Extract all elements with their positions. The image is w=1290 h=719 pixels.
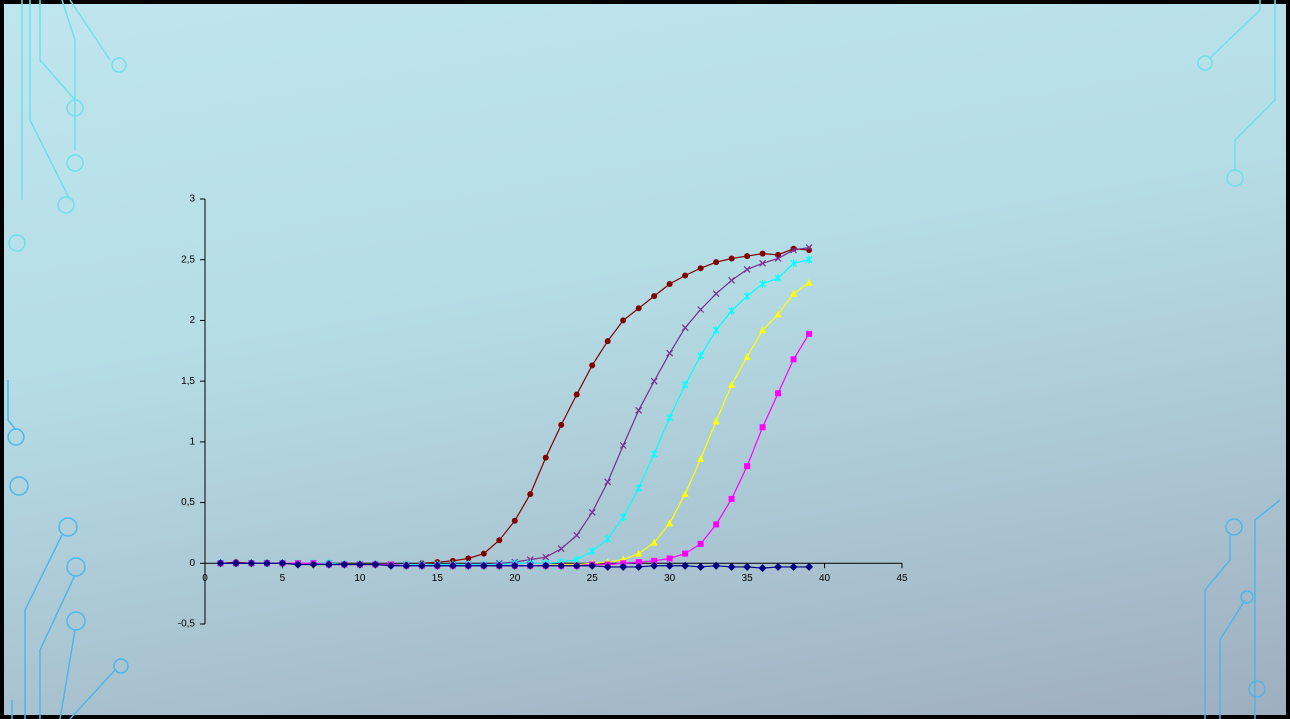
y-tick-label: 2,5: [181, 254, 195, 265]
x-tick-label: 40: [819, 573, 831, 584]
marker: [636, 484, 642, 492]
marker: [620, 443, 626, 449]
marker: [698, 541, 704, 547]
marker: [481, 551, 487, 557]
marker: [698, 352, 704, 360]
x-tick-label: 25: [587, 573, 599, 584]
marker: [790, 563, 798, 571]
marker: [682, 381, 688, 389]
y-tick-label: 0,5: [181, 497, 195, 508]
marker: [589, 509, 595, 515]
marker: [589, 547, 595, 555]
marker: [744, 266, 750, 272]
y-tick-label: 2: [189, 315, 195, 326]
marker: [651, 293, 657, 299]
marker: [729, 496, 735, 502]
marker: [605, 479, 611, 485]
marker: [667, 350, 673, 356]
marker: [760, 424, 766, 430]
marker: [744, 253, 750, 259]
marker: [666, 519, 673, 526]
y-tick-label: -0,5: [178, 619, 196, 630]
marker: [713, 326, 719, 334]
marker: [667, 555, 673, 561]
marker: [682, 325, 688, 331]
marker: [698, 307, 704, 313]
marker: [682, 551, 688, 557]
marker: [760, 260, 766, 266]
marker: [760, 280, 766, 288]
marker: [651, 378, 657, 384]
y-tick-label: 1,5: [181, 376, 195, 387]
marker: [558, 546, 564, 552]
x-tick-label: 30: [664, 573, 676, 584]
marker: [574, 532, 580, 538]
marker: [805, 563, 813, 571]
marker: [667, 414, 673, 422]
marker: [713, 417, 720, 424]
marker: [713, 259, 719, 265]
marker: [697, 563, 705, 571]
x-tick-label: 20: [509, 573, 521, 584]
marker: [790, 290, 797, 297]
slide: -0,500,511,522,53051015202530354045: [0, 0, 1290, 719]
marker: [574, 392, 580, 398]
marker: [759, 564, 767, 572]
marker: [775, 274, 781, 282]
x-tick-label: 0: [202, 573, 208, 584]
x-tick-label: 5: [280, 573, 286, 584]
marker: [620, 317, 626, 323]
marker: [605, 338, 611, 344]
marker: [744, 292, 750, 300]
y-tick-label: 3: [189, 194, 195, 205]
marker: [682, 273, 688, 279]
x-tick-label: 15: [432, 573, 444, 584]
marker: [496, 537, 502, 543]
chart: -0,500,511,522,53051015202530354045: [0, 0, 1290, 719]
marker: [620, 513, 626, 521]
marker: [682, 490, 689, 497]
marker: [744, 463, 750, 469]
marker: [558, 422, 564, 428]
marker: [589, 362, 595, 368]
marker: [636, 407, 642, 413]
marker: [806, 331, 812, 337]
marker: [713, 291, 719, 297]
marker: [605, 535, 611, 543]
marker: [698, 265, 704, 271]
y-tick-label: 0: [189, 558, 195, 569]
marker: [651, 450, 657, 458]
marker: [667, 281, 673, 287]
marker: [729, 256, 735, 262]
x-tick-label: 10: [354, 573, 366, 584]
y-tick-label: 1: [189, 436, 195, 447]
marker: [744, 353, 751, 360]
marker: [743, 563, 751, 571]
marker: [636, 305, 642, 311]
marker: [728, 563, 736, 571]
marker: [728, 381, 735, 388]
marker: [775, 390, 781, 396]
marker: [713, 521, 719, 527]
marker: [791, 356, 797, 362]
marker: [729, 307, 735, 315]
marker: [635, 550, 642, 557]
marker: [697, 455, 704, 462]
series-line: [220, 334, 809, 566]
marker: [512, 518, 518, 524]
x-tick-label: 45: [896, 573, 908, 584]
x-tick-label: 35: [742, 573, 754, 584]
marker: [543, 455, 549, 461]
marker: [774, 563, 782, 571]
marker: [729, 277, 735, 283]
marker: [527, 491, 533, 497]
marker: [760, 251, 766, 257]
marker: [806, 279, 813, 286]
